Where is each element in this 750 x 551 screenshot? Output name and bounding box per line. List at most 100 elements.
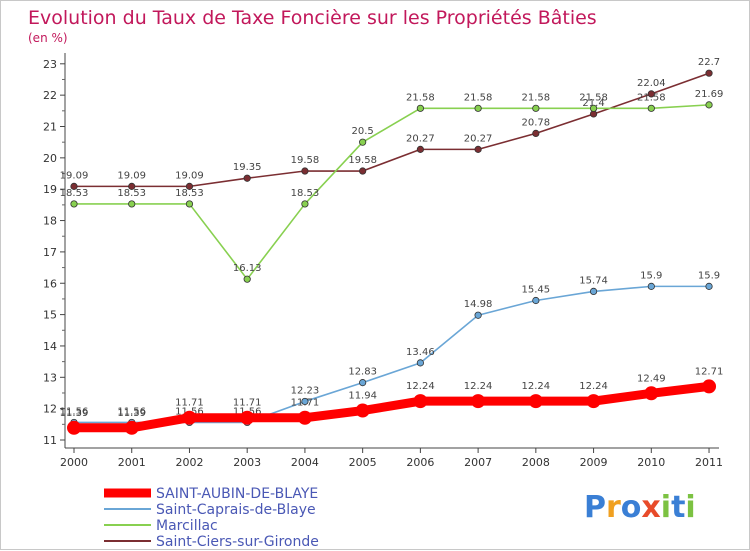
y-tick-label: 16 (43, 277, 57, 290)
data-point (70, 200, 78, 208)
logo-letter: x (641, 490, 660, 525)
data-point (67, 420, 81, 435)
data-point (355, 403, 370, 418)
data-point (647, 282, 655, 290)
data-label: 20.27 (464, 133, 493, 144)
y-tick-label: 19 (43, 183, 57, 196)
data-point (243, 275, 251, 283)
data-point (359, 138, 367, 146)
series-line (73, 72, 710, 188)
data-label: 21.58 (406, 92, 435, 103)
data-label: 12.83 (348, 367, 377, 378)
data-point (128, 182, 136, 190)
data-label: 15.9 (640, 270, 662, 281)
data-point (185, 200, 194, 208)
data-point (532, 129, 540, 137)
x-tick-label: 2010 (637, 456, 665, 469)
data-point (70, 182, 78, 190)
series-layer: 19.09 19.09 19.09 19.35 19.58 19.58 20.27 20.27… (60, 57, 724, 435)
data-label: 15.9 (698, 270, 720, 281)
data-point (702, 379, 717, 394)
data-point (705, 101, 713, 109)
data-point (416, 104, 424, 112)
data-label: 22.04 (637, 78, 666, 89)
data-label: 15.74 (579, 275, 608, 286)
logo-letter: r (606, 490, 621, 525)
data-label: 15.45 (522, 284, 551, 295)
logo-letter: t (671, 490, 685, 525)
y-tick-label: 22 (43, 89, 57, 102)
data-label: 16.13 (233, 263, 262, 274)
data-label: 20.27 (406, 133, 435, 144)
data-label: 11.71 (291, 398, 320, 409)
data-point (474, 311, 482, 319)
data-label: 20.78 (522, 117, 551, 128)
series-line (69, 381, 714, 433)
x-tick-label: 2000 (60, 456, 88, 469)
legend-label: Marcillac (156, 518, 218, 534)
legend: SAINT-AUBIN-DE-BLAYESaint-Caprais-de-Bla… (104, 486, 319, 550)
x-tick-label: 2011 (695, 456, 723, 469)
data-label: 11.39 (117, 408, 146, 419)
series-0: 11.39 11.39 11.71 11.71 11.71 11.94 12.24 12.24… (60, 366, 724, 435)
y-tick-label: 12 (43, 403, 57, 416)
data-point (297, 410, 312, 425)
data-label: 12.23 (291, 385, 320, 396)
legend-label: SAINT-AUBIN-DE-BLAYE (156, 486, 318, 502)
data-label: 11.39 (60, 408, 89, 419)
y-tick-label: 14 (43, 340, 57, 353)
y-tick-label: 20 (43, 152, 57, 165)
legend-label: Saint-Ciers-sur-Gironde (156, 534, 319, 550)
data-label: 11.56 (60, 406, 89, 417)
data-point (589, 287, 598, 296)
data-label: 20.5 (352, 126, 374, 137)
data-label: 21.58 (522, 92, 551, 103)
data-label: 21.58 (464, 92, 493, 103)
data-point (128, 200, 136, 208)
data-label: 19.09 (117, 170, 146, 181)
data-label: 11.94 (348, 391, 377, 402)
data-label: 12.24 (579, 381, 608, 392)
data-point (647, 90, 655, 98)
data-label: 11.71 (233, 398, 262, 409)
series-line (73, 104, 710, 280)
data-label: 12.24 (522, 381, 551, 392)
x-tick-label: 2007 (464, 456, 492, 469)
data-label: 12.71 (695, 366, 724, 377)
data-point (647, 104, 655, 112)
logo-letter: i (661, 490, 671, 525)
logo-letter: P (584, 490, 606, 525)
y-tick-label: 23 (43, 58, 57, 71)
data-point (301, 200, 309, 208)
data-point (359, 379, 367, 387)
x-tick-label: 2005 (349, 456, 377, 469)
data-label: 19.58 (348, 155, 377, 166)
data-label: 13.46 (406, 347, 435, 358)
y-tick-label: 18 (43, 215, 57, 228)
y-tick-label: 13 (43, 371, 57, 384)
data-point (301, 397, 309, 406)
data-label: 18.53 (291, 188, 320, 199)
data-label: 14.98 (464, 299, 493, 310)
chart-unit-label: (en %) (28, 31, 68, 45)
legend-label: Saint-Caprais-de-Blaye (156, 502, 316, 518)
logo-letter: o (621, 490, 642, 525)
y-tick-label: 15 (43, 309, 57, 322)
data-label: 11.71 (175, 398, 204, 409)
data-point (416, 359, 424, 367)
data-point (413, 394, 428, 409)
data-label: 19.09 (60, 170, 89, 181)
logo-letter: i (685, 490, 695, 525)
x-tick-label: 2009 (580, 456, 608, 469)
x-tick-label: 2003 (233, 456, 261, 469)
data-label: 19.35 (233, 162, 262, 173)
data-point (589, 104, 598, 112)
y-tick-label: 17 (43, 246, 57, 259)
axes: 11 12 13 14 15 16 17 18 19 20 21 22 23 2000 2001 2002 20… (43, 53, 723, 469)
data-label: 18.53 (117, 188, 146, 199)
data-point (243, 174, 251, 182)
data-label: 21.58 (637, 92, 666, 103)
proxiti-logo: Proxiti (584, 490, 696, 525)
